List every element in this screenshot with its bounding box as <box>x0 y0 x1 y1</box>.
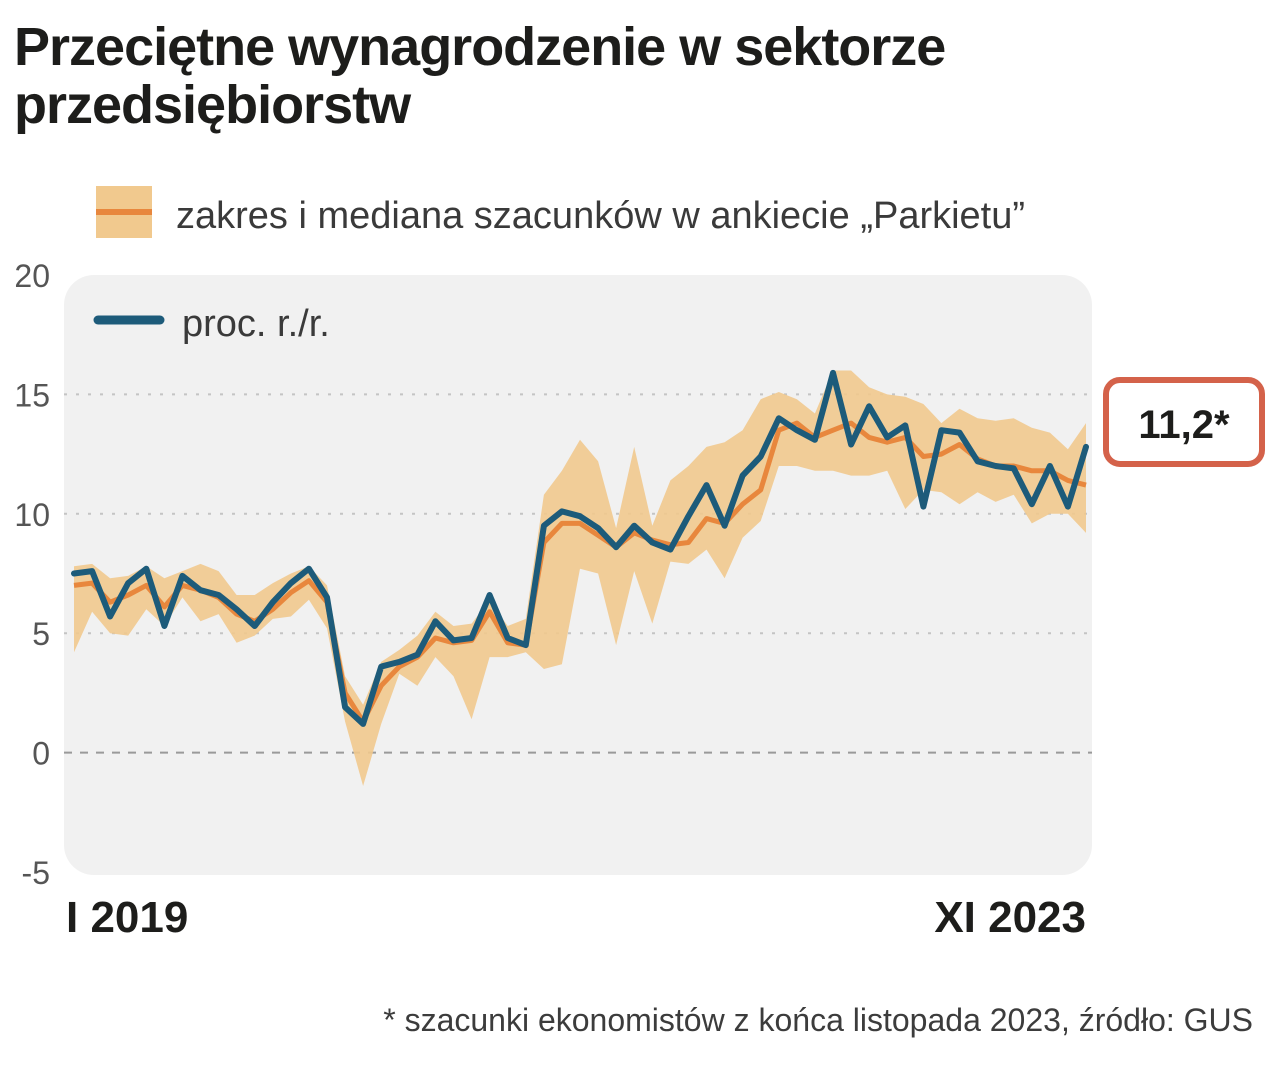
data-point <box>812 437 818 443</box>
data-point <box>902 422 908 428</box>
data-point <box>667 547 673 553</box>
data-point <box>234 606 240 612</box>
legend-range-label: zakres i mediana szacunków w ankiecie „P… <box>176 195 1025 237</box>
data-point <box>794 427 800 433</box>
data-point <box>758 454 764 459</box>
data-point <box>396 659 402 665</box>
y-tick-label: 5 <box>32 616 50 652</box>
data-point <box>975 458 981 464</box>
data-point <box>541 523 547 529</box>
data-point <box>324 594 330 600</box>
y-tick-label: 15 <box>14 377 50 413</box>
data-point <box>1065 504 1071 510</box>
highlight-box <box>1103 377 1265 467</box>
data-point <box>469 635 475 641</box>
legend-range: zakres i mediana szacunków w ankiecie „P… <box>96 186 1025 238</box>
data-point <box>143 566 149 572</box>
data-point <box>957 430 962 436</box>
data-point <box>649 540 655 545</box>
x-label-start: I 2019 <box>66 893 188 942</box>
data-point <box>342 704 348 710</box>
data-point <box>1047 463 1053 469</box>
yoy-series-points <box>71 370 1089 727</box>
data-point <box>920 504 926 510</box>
data-point <box>1029 501 1035 507</box>
data-point <box>306 566 312 572</box>
data-point <box>252 623 258 629</box>
data-point <box>848 442 854 447</box>
data-point <box>740 473 746 479</box>
chart-title: Przeciętne wynagrodzenie w sektorze prze… <box>14 17 946 135</box>
data-point <box>71 571 77 576</box>
legend-line-label: proc. r./r. <box>182 303 330 345</box>
data-point <box>938 427 944 433</box>
data-point <box>414 652 420 658</box>
data-point <box>884 434 890 440</box>
data-point <box>523 642 529 648</box>
footnote: * szacunki ekonomistów z końca listopada… <box>383 1002 1253 1038</box>
x-label-end: XI 2023 <box>934 893 1086 942</box>
data-point <box>451 637 456 643</box>
data-point <box>1011 465 1017 471</box>
y-tick-label: -5 <box>22 855 50 891</box>
data-point <box>378 664 384 670</box>
data-point <box>216 592 222 598</box>
data-point <box>505 635 511 641</box>
data-point <box>179 573 185 579</box>
data-point <box>577 513 583 519</box>
highlight-callout: 11,2* <box>1103 377 1265 467</box>
data-point <box>866 403 872 409</box>
highlight-value: 11,2* <box>1138 403 1230 447</box>
data-point <box>993 463 999 469</box>
data-point <box>432 618 438 624</box>
data-point <box>776 415 782 421</box>
legend-line: proc. r./r. <box>93 303 330 345</box>
data-point <box>722 523 728 529</box>
y-tick-label: 20 <box>14 258 50 294</box>
y-axis-ticks: 20 15 10 5 0 -5 <box>14 258 50 891</box>
data-point <box>89 568 95 574</box>
data-point <box>107 614 113 619</box>
data-point <box>360 721 366 727</box>
chart-svg: 20 15 10 5 0 -5 zakres i mediana szacunków w … <box>14 186 1265 942</box>
data-point <box>487 592 493 598</box>
y-tick-label: 0 <box>32 736 50 772</box>
data-point <box>270 599 276 605</box>
estimate-range-band <box>74 370 1086 786</box>
data-point <box>631 523 637 529</box>
data-point <box>685 513 691 519</box>
data-point <box>161 623 167 629</box>
data-point <box>288 580 294 586</box>
data-point <box>595 525 601 531</box>
data-point <box>559 508 565 514</box>
data-point <box>704 482 709 488</box>
data-point <box>613 544 619 550</box>
legend-range-median-swatch <box>96 209 152 215</box>
data-point <box>198 587 203 593</box>
y-tick-label: 10 <box>14 497 50 533</box>
data-point <box>125 580 131 586</box>
grid-lines <box>64 393 1092 754</box>
data-point <box>1083 444 1089 450</box>
data-point <box>830 370 836 376</box>
